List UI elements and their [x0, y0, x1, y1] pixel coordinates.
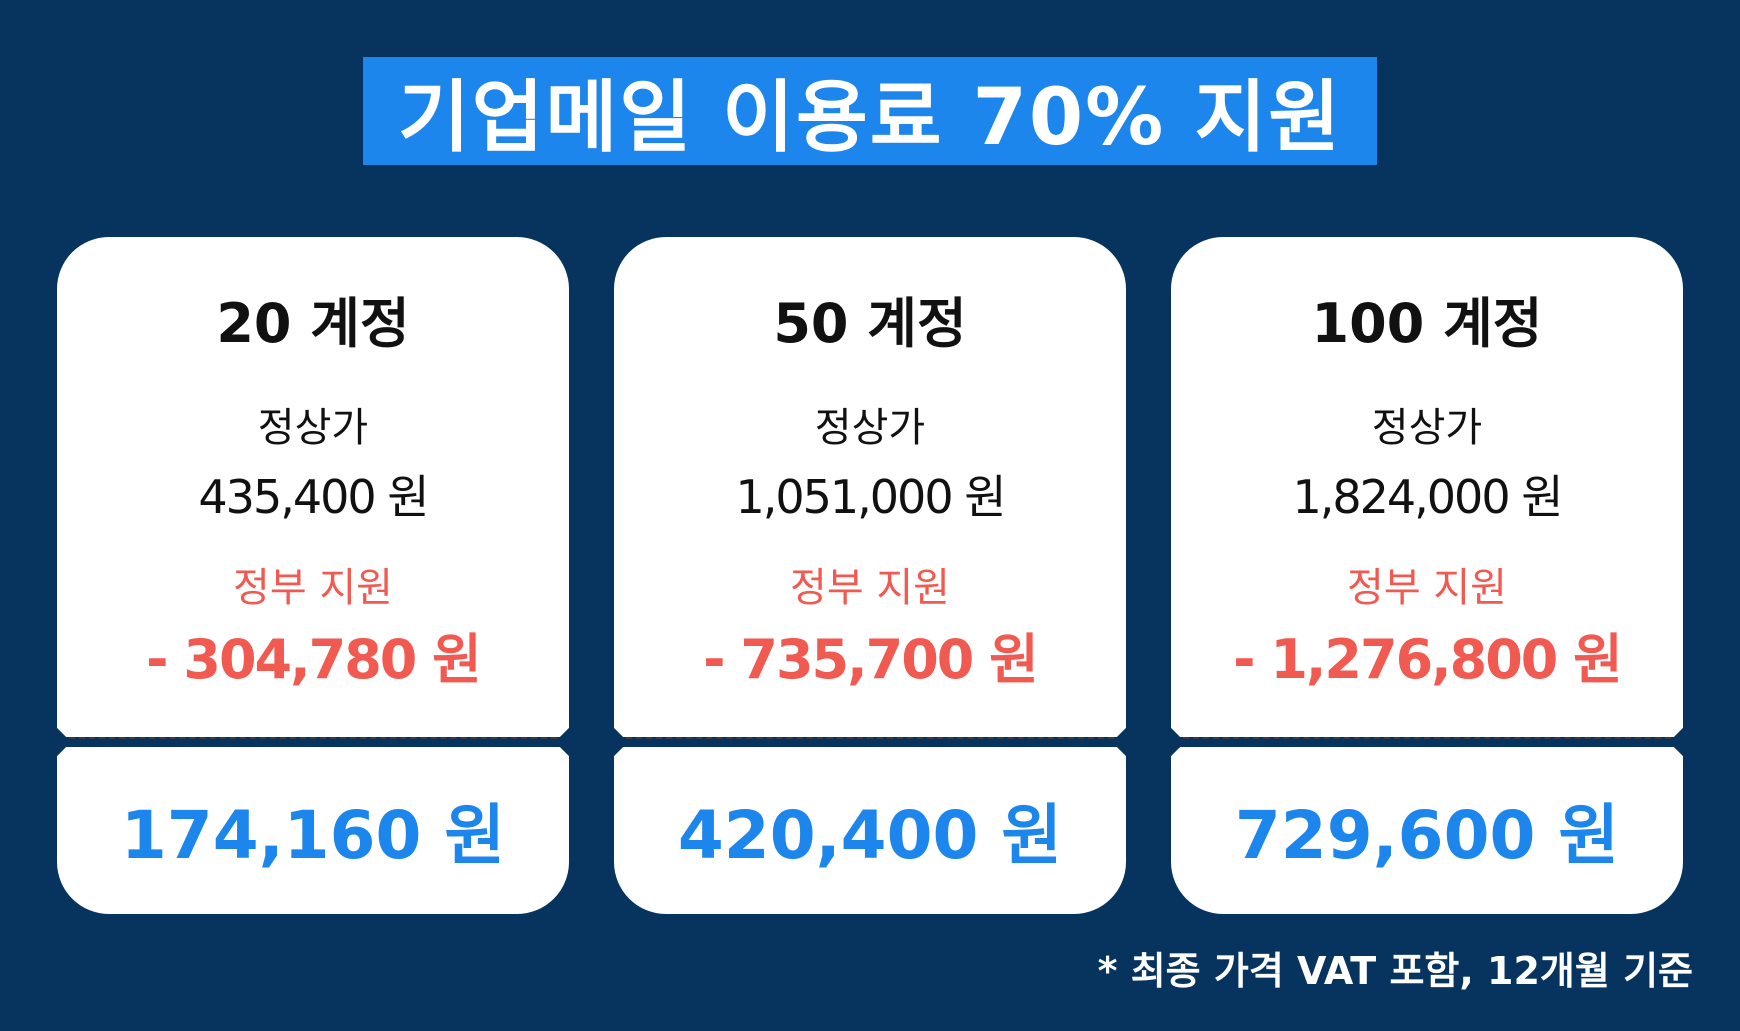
page-title: 기업메일 이용료 70% 지원 — [397, 73, 1342, 163]
card-top: 100 계정 정상가 1,824,000 원 정부 지원 - 1,276,800… — [1171, 237, 1683, 737]
card-bottom: 420,400 원 — [614, 747, 1126, 914]
plan-name: 50 계정 — [773, 292, 967, 355]
list-price-label: 정상가 — [257, 405, 369, 451]
list-price-value: 1,824,000 원 — [1292, 470, 1563, 524]
subsidy-value: - 304,780 원 — [146, 628, 482, 691]
final-price: 729,600 원 — [1234, 797, 1620, 874]
list-price-value: 435,400 원 — [198, 470, 429, 524]
plan-name: 20 계정 — [216, 292, 410, 355]
subsidy-value: - 1,276,800 원 — [1233, 628, 1623, 691]
ticket-divider — [626, 737, 1114, 739]
final-price: 420,400 원 — [677, 797, 1063, 874]
subsidy-label: 정부 지원 — [1347, 565, 1507, 611]
card-top: 20 계정 정상가 435,400 원 정부 지원 - 304,780 원 — [57, 237, 569, 737]
plan-card-20: 20 계정 정상가 435,400 원 정부 지원 - 304,780 원 17… — [42, 237, 584, 914]
list-price-label: 정상가 — [1371, 405, 1483, 451]
subsidy-label: 정부 지원 — [233, 565, 393, 611]
footnote: * 최종 가격 VAT 포함, 12개월 기준 — [1097, 949, 1693, 993]
subsidy-label: 정부 지원 — [790, 565, 950, 611]
list-price-value: 1,051,000 원 — [735, 470, 1006, 524]
ticket-divider — [1183, 737, 1671, 739]
plan-name: 100 계정 — [1311, 292, 1543, 355]
plan-card-100: 100 계정 정상가 1,824,000 원 정부 지원 - 1,276,800… — [1156, 237, 1698, 914]
list-price-label: 정상가 — [814, 405, 926, 451]
ticket-divider — [69, 737, 557, 739]
plan-card-50: 50 계정 정상가 1,051,000 원 정부 지원 - 735,700 원 … — [599, 237, 1141, 914]
card-top: 50 계정 정상가 1,051,000 원 정부 지원 - 735,700 원 — [614, 237, 1126, 737]
title-banner: 기업메일 이용료 70% 지원 — [363, 57, 1377, 165]
subsidy-value: - 735,700 원 — [703, 628, 1039, 691]
card-bottom: 729,600 원 — [1171, 747, 1683, 914]
final-price: 174,160 원 — [120, 797, 506, 874]
card-bottom: 174,160 원 — [57, 747, 569, 914]
